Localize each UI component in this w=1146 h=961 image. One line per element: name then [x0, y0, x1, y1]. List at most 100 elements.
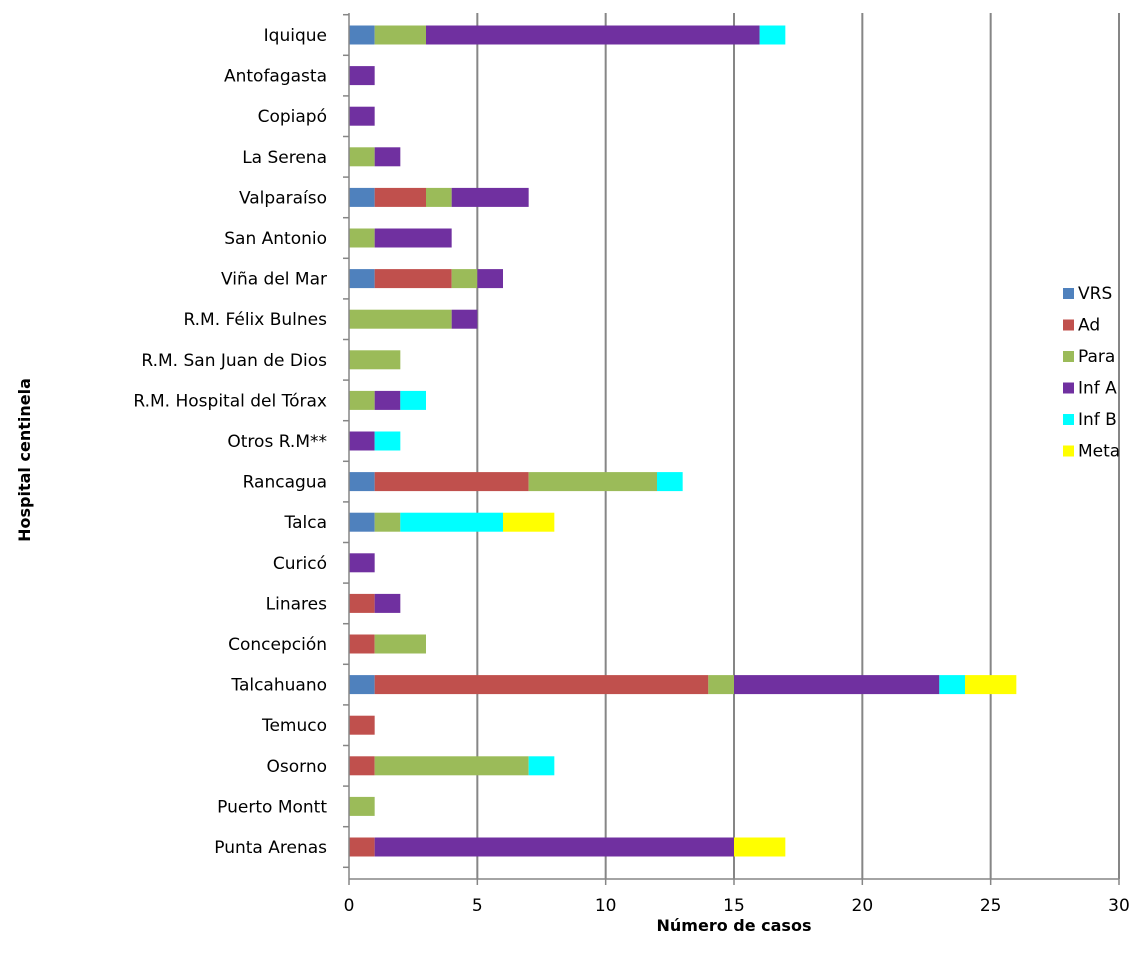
- bar-segment-inf-a: [451, 309, 478, 329]
- bar-segment-ad: [374, 675, 709, 695]
- axes: [343, 13, 1120, 885]
- category-label: Curicó: [273, 554, 327, 574]
- bar-segment-meta: [734, 837, 786, 857]
- category-labels: Iquique Antofagasta Copiapó La Serena Valpar…: [133, 26, 327, 858]
- bar-segment-para: [374, 512, 401, 532]
- bar-segment-ad: [349, 715, 375, 735]
- bar-segment-ad: [349, 593, 375, 613]
- bar-segment-para: [349, 796, 375, 816]
- bar-segment-vrs: [349, 512, 375, 532]
- category-label: R.M. Hospital del Tórax: [133, 391, 327, 411]
- bar-segment-vrs: [349, 269, 375, 289]
- bar-segment-inf-a: [349, 66, 375, 86]
- bar-segment-inf-b: [528, 756, 555, 776]
- bar-segment-inf-a: [426, 25, 760, 45]
- y-axis-title: Hospital centinela: [15, 378, 34, 542]
- category-label: Iquique: [264, 26, 327, 46]
- bar-segment-inf-a: [374, 837, 734, 857]
- bar-segment-vrs: [349, 187, 375, 207]
- category-label: Puerto Montt: [217, 797, 327, 817]
- bar-segment-inf-a: [374, 390, 401, 410]
- category-label: Copiapó: [258, 107, 327, 127]
- x-tick-label: 0: [344, 896, 355, 916]
- bar-segment-vrs: [349, 675, 375, 695]
- bar-segment-para: [374, 756, 529, 776]
- category-label: Osorno: [266, 757, 327, 777]
- category-label: Concepción: [228, 635, 327, 655]
- bar-segment-ad: [374, 187, 426, 207]
- bar-segment-meta: [503, 512, 555, 532]
- legend-swatch: [1063, 414, 1074, 425]
- bar-segment-ad: [349, 756, 375, 776]
- bar-segment-inf-a: [374, 228, 452, 248]
- category-label: R.M. San Juan de Dios: [141, 351, 327, 371]
- bar-segment-vrs: [349, 472, 375, 492]
- x-tick-label: 10: [595, 896, 617, 916]
- bar-segment-para: [349, 390, 375, 410]
- category-label: Temuco: [261, 716, 327, 736]
- bar-segment-inf-a: [349, 106, 375, 126]
- category-label: Viña del Mar: [221, 270, 327, 290]
- bar-segment-para: [349, 147, 375, 167]
- category-label: San Antonio: [224, 229, 327, 249]
- bar-segment-para: [349, 350, 401, 370]
- category-label: R.M. Félix Bulnes: [183, 310, 327, 330]
- bar-segment-inf-a: [734, 675, 940, 695]
- legend: VRS Ad Para Inf A Inf B Meta: [1063, 284, 1120, 462]
- legend-label: Meta: [1078, 442, 1120, 462]
- bar-segment-para: [708, 675, 734, 695]
- category-label: Talcahuano: [230, 676, 327, 696]
- bar-segment-inf-a: [374, 593, 401, 613]
- bar-segment-para: [451, 269, 478, 289]
- bar-segment-inf-a: [349, 431, 375, 451]
- bar-segment-inf-b: [657, 472, 683, 492]
- gridlines: [476, 13, 1120, 879]
- bar-segment-inf-b: [939, 675, 965, 695]
- bar-segment-inf-a: [451, 187, 529, 207]
- category-label: Otros R.M**: [227, 432, 327, 452]
- legend-swatch: [1063, 351, 1074, 362]
- legend-label: VRS: [1078, 284, 1112, 304]
- x-tick-label: 30: [1108, 896, 1130, 916]
- bar-segment-ad: [349, 634, 375, 654]
- legend-swatch: [1063, 445, 1074, 457]
- bar-segment-ad: [349, 837, 375, 857]
- x-tick-label: 25: [980, 896, 1002, 916]
- bar-segment-inf-b: [400, 390, 426, 410]
- bar-segment-vrs: [349, 25, 375, 45]
- bar-segment-para: [349, 309, 452, 329]
- bar-segment-inf-b: [400, 512, 503, 532]
- bars: [349, 25, 1017, 857]
- bar-segment-meta: [965, 675, 1017, 695]
- category-label: Antofagasta: [224, 67, 327, 87]
- bar-segment-inf-a: [477, 269, 503, 289]
- legend-label: Ad: [1078, 316, 1100, 336]
- bar-segment-inf-a: [349, 553, 375, 573]
- category-label: Talca: [284, 513, 327, 533]
- bar-segment-para: [374, 25, 426, 45]
- category-label: La Serena: [242, 148, 327, 168]
- legend-swatch: [1063, 288, 1074, 299]
- bar-segment-ad: [374, 269, 452, 289]
- bar-segment-para: [528, 472, 657, 492]
- bar-segment-inf-b: [374, 431, 401, 451]
- bar-segment-para: [349, 228, 375, 248]
- legend-label: Inf A: [1078, 379, 1117, 399]
- bar-segment-para: [374, 634, 426, 654]
- bar-segment-inf-a: [374, 147, 401, 167]
- category-label: Valparaíso: [239, 188, 327, 208]
- bar-segment-para: [426, 187, 452, 207]
- bar-segment-inf-b: [759, 25, 786, 45]
- category-label: Rancagua: [243, 473, 327, 493]
- x-axis-title: Número de casos: [657, 916, 812, 935]
- category-label: Linares: [266, 594, 327, 614]
- bar-segment-ad: [374, 472, 529, 492]
- x-tick-label: 15: [723, 896, 745, 916]
- legend-label: Inf B: [1078, 410, 1117, 430]
- x-tick-labels: 0 5 10 15 20 25 30: [344, 896, 1130, 916]
- x-tick-label: 20: [852, 896, 874, 916]
- legend-swatch: [1063, 319, 1074, 331]
- legend-swatch: [1063, 382, 1074, 394]
- legend-label: Para: [1078, 347, 1115, 367]
